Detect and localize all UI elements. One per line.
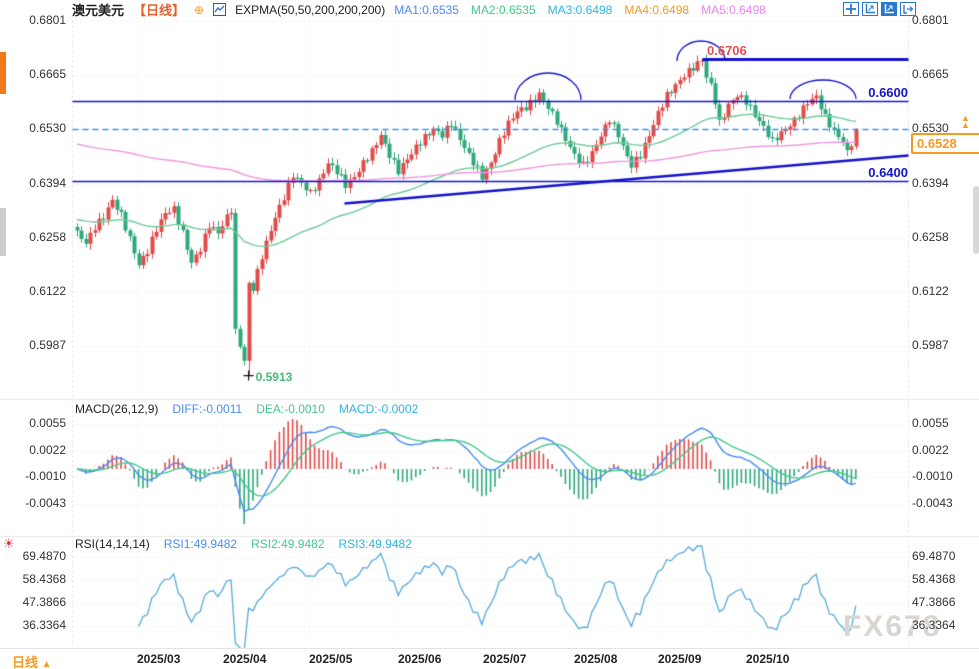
period-selector-label: 日线 [12, 655, 39, 669]
indicator-label: EXPMA(50,50,200,200,200) [235, 2, 386, 17]
price-tick-label: -0.0043 [912, 496, 953, 511]
swing-low-label: 0.5913 [255, 369, 293, 384]
price-tick-label: 0.5987 [912, 338, 949, 352]
level-6600-label: 0.6600 [868, 85, 908, 101]
price-tick-label: 0.0022 [29, 442, 66, 457]
macd-panel-header: MACD(26,12,9) DIFF:-0.0011 DEA:-0.0010 MAC… [75, 402, 418, 416]
price-tick-label: 0.6394 [912, 175, 949, 190]
price-up-arrow-icon: ▲ ▲ [961, 113, 970, 130]
right-scrollbar-thumb[interactable] [973, 186, 979, 254]
price-tick-label: 58.4368 [22, 572, 66, 586]
price-tick-label: -0.0010 [912, 469, 953, 484]
price-tick-label: 36.3364 [912, 617, 956, 632]
price-tick-label: 0.6122 [29, 284, 66, 299]
ma-value-label: MA5:0.6498 [701, 2, 766, 17]
axis-zoom-tool-button[interactable] [862, 2, 878, 16]
period-selector[interactable]: 日线 ▲ [12, 652, 52, 669]
time-tick-label: 2025/09 [658, 652, 702, 666]
left-edge-scrollbar-thumb[interactable] [0, 208, 6, 256]
chart-toolbar [843, 2, 916, 16]
time-tick-label: 2025/03 [137, 652, 181, 666]
price-tick-label: 0.5987 [29, 338, 66, 352]
price-tick-label: 0.6665 [29, 67, 66, 82]
price-tick-label: -0.0010 [25, 469, 66, 484]
symbol-name: 澳元美元 [72, 3, 125, 18]
price-tick-label: 0.6530 [29, 121, 66, 136]
rsi-value-label: RSI2:49.9482 [251, 537, 325, 551]
time-tick-label: 2025/08 [574, 652, 618, 666]
period-tag[interactable]: 【日线】 [133, 3, 186, 18]
rsi-title: RSI(14,14,14) [75, 537, 150, 551]
ma-values: MA1:0.6535 MA2:0.6535 MA3:0.6498 MA4:0.6498… [394, 3, 766, 17]
price-tick-label: 0.0022 [912, 442, 949, 457]
exit-drawing-tool-button[interactable] [900, 2, 916, 16]
price-tick-label: 0.6394 [29, 175, 66, 190]
indicator-settings-sun-icon[interactable]: ☀ [3, 536, 15, 551]
period-selector-arrow-icon: ▲ [41, 659, 52, 669]
price-tick-label: 0.6665 [912, 67, 949, 82]
time-tick-label: 2025/05 [309, 652, 353, 666]
price-tick-label: 47.3866 [912, 594, 956, 609]
price-tick-label: 0.6122 [912, 284, 949, 299]
ma-value-label: MA1:0.6535 [394, 2, 459, 17]
level-6400-label: 0.6400 [868, 165, 908, 181]
price-tick-label: 47.3866 [22, 594, 66, 609]
rsi-value-label: RSI1:49.9482 [163, 537, 238, 551]
ma-value-label: MA2:0.6535 [470, 2, 536, 17]
price-tick-label: 58.4368 [912, 572, 956, 586]
macd-value-label: DIFF:-0.0011 [172, 402, 243, 416]
rsi-value-label: RSI3:49.9482 [338, 537, 412, 551]
price-tick-label: 69.4870 [912, 549, 956, 563]
time-tick-label: 2025/04 [223, 652, 267, 666]
macd-title: MACD(26,12,9) [75, 402, 159, 416]
resistance-price-label: 0.6706 [707, 42, 747, 58]
current-price-box: 0.6528 [911, 133, 979, 154]
price-tick-label: 69.4870 [22, 549, 66, 563]
link-circle-plus-icon[interactable]: ⊕ [194, 2, 205, 17]
bottom-time-axis-bar: 日线 ▲ 2025/03 2025/04 2025/05 2025/06 2025/07… [0, 648, 979, 669]
move-tool-button[interactable] [843, 2, 859, 16]
price-tick-label: 0.0055 [912, 415, 949, 430]
left-edge-orange-marker [0, 52, 6, 94]
rsi-values: RSI1:49.9482 RSI2:49.9482 RSI3:49.9482 [164, 537, 412, 551]
ma-value-label: MA4:0.6498 [624, 2, 690, 17]
indicator-chart-icon [213, 3, 227, 16]
ma-value-label: MA3:0.6498 [547, 2, 613, 17]
macd-values: DIFF:-0.0011 DEA:-0.0010 MACD:-0.0002 [172, 402, 418, 416]
rsi-panel-header: RSI(14,14,14) RSI1:49.9482 RSI2:49.9482 RS… [75, 537, 412, 551]
price-tick-label: 0.6801 [29, 13, 66, 27]
price-tick-label: 0.6801 [912, 13, 949, 27]
price-tick-label: 0.6258 [912, 229, 949, 244]
price-tick-label: 0.6258 [29, 229, 66, 244]
macd-value-label: DEA:-0.0010 [256, 402, 325, 416]
auto-scale-tool-button[interactable] [881, 2, 897, 16]
price-tick-label: 0.6530 [912, 121, 949, 136]
chart-header: 澳元美元 【日线】 ⊕ EXPMA(50,50,200,200,200) MA1… [72, 2, 766, 19]
price-tick-label: 36.3364 [22, 617, 66, 632]
fx678-watermark: FX678 [843, 610, 942, 643]
time-tick-label: 2025/10 [746, 652, 790, 666]
macd-value-label: MACD:-0.0002 [338, 402, 419, 416]
price-tick-label: 0.0055 [29, 415, 66, 430]
price-tick-label: -0.0043 [25, 496, 66, 511]
time-tick-label: 2025/06 [398, 652, 442, 666]
time-tick-label: 2025/07 [483, 652, 527, 666]
